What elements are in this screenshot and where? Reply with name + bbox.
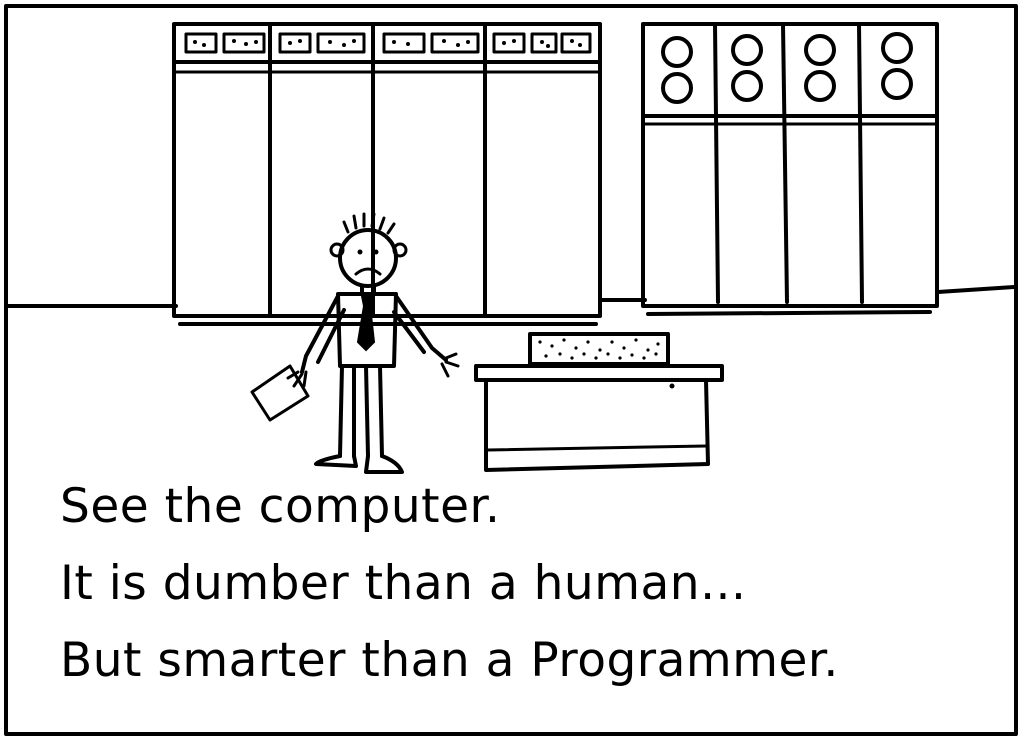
tape-drive-icon xyxy=(641,22,939,316)
paper-sheet-icon xyxy=(250,364,310,422)
desk-icon xyxy=(474,364,724,472)
panel-border xyxy=(4,4,1018,736)
caption-line-2: It is dumber than a human... xyxy=(60,556,747,611)
mainframe-cabinet-icon xyxy=(172,22,602,326)
floor-line xyxy=(6,285,1016,308)
person-icon xyxy=(286,212,460,474)
caption-line-1: See the computer. xyxy=(60,479,501,534)
caption-line-3: But smarter than a Programmer. xyxy=(60,633,839,688)
caption: See the computer. It is dumber than a hu… xyxy=(60,468,1000,699)
printout-icon xyxy=(528,332,670,366)
